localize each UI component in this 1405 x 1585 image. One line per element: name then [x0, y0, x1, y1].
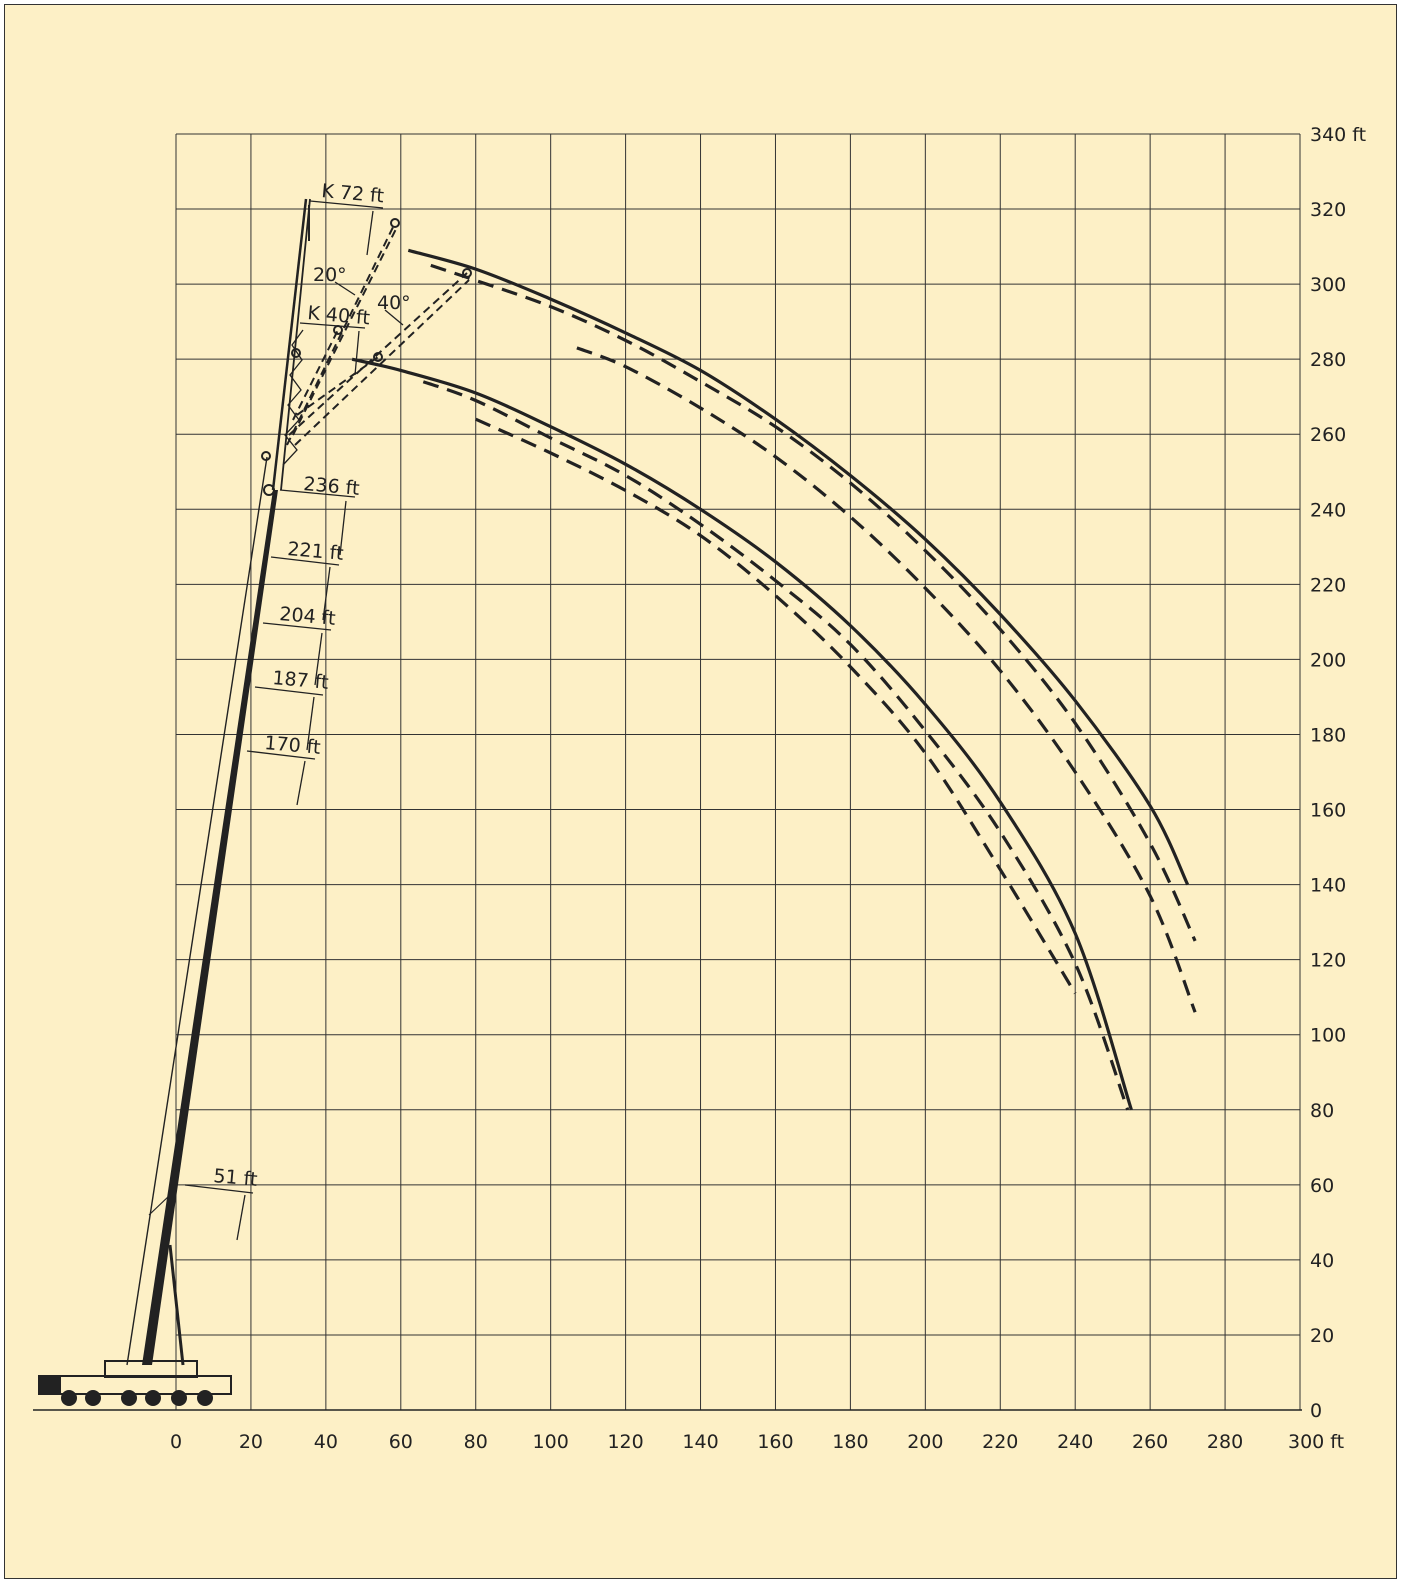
- annotation-236ft: 236 ft: [303, 473, 361, 500]
- annotation-170ft: 170 ft: [264, 732, 322, 759]
- annotation-51ft: 51 ft: [213, 1165, 259, 1191]
- dim-51: [184, 1184, 254, 1194]
- y-tick-label: 340 ft: [1310, 124, 1366, 146]
- annotation-labels: K 72 ft 20° 40° K 40 ft 236 ft 221 ft 20…: [213, 180, 411, 1191]
- x-tick-label: 240: [1057, 1431, 1093, 1453]
- x-tick-label: 20: [239, 1431, 263, 1453]
- jib-40-long-b: [294, 279, 470, 446]
- dim-20: [334, 281, 356, 296]
- jib-upright-left: [271, 198, 308, 491]
- wheel: [145, 1390, 161, 1406]
- jib-pin: [261, 451, 271, 461]
- arrow-236: [339, 500, 347, 556]
- tick-labels: 0 20 40 60 80 100 120 140 160 180 200 220 240 260 280 3…: [170, 124, 1366, 1453]
- dim-40: [384, 309, 404, 326]
- arrow-221: [322, 566, 331, 621]
- working-range-curves: [351, 248, 1197, 1111]
- range-curve-3-dashed: [576, 346, 1197, 1013]
- arrow-k40: [354, 330, 360, 376]
- x-tick-label: 0: [170, 1431, 182, 1453]
- dim-170: [246, 750, 316, 760]
- arrow-204: [314, 632, 323, 686]
- range-curve-2-dashed: [430, 263, 1197, 942]
- x-tick-label: 220: [982, 1431, 1018, 1453]
- jib-pin: [263, 484, 275, 496]
- wheel: [85, 1390, 101, 1406]
- crane-working-range-chart: 0 20 40 60 80 100 120 140 160 180 200 220 240 260 280 3…: [33, 124, 1366, 1453]
- wheel: [197, 1390, 213, 1406]
- carrier-cab: [39, 1377, 61, 1394]
- wheel: [121, 1390, 137, 1406]
- arrow-51: [236, 1194, 246, 1241]
- dim-236: [279, 489, 356, 498]
- y-tick-label: 320: [1310, 199, 1346, 221]
- x-tick-label: 40: [314, 1431, 338, 1453]
- dim-k40: [299, 322, 366, 329]
- annotation-20deg: 20°: [313, 264, 347, 286]
- y-tick-label: 40: [1310, 1250, 1334, 1272]
- y-tick-label: 120: [1310, 950, 1346, 972]
- jib-alternate-positions: [286, 222, 470, 446]
- dim-187: [254, 686, 324, 696]
- guy-line: [126, 456, 268, 1366]
- x-tick-label: 60: [389, 1431, 413, 1453]
- range-curve-5-dashed: [422, 380, 1130, 1111]
- dimension-lines: [184, 200, 404, 1241]
- y-tick-label: 240: [1310, 499, 1346, 521]
- y-tick-label: 280: [1310, 349, 1346, 371]
- x-tick-label: 100: [533, 1431, 569, 1453]
- y-tick-label: 260: [1310, 424, 1346, 446]
- annotation-k72: K 72 ft: [321, 180, 385, 207]
- y-tick-label: 60: [1310, 1175, 1334, 1197]
- arrow-187: [306, 696, 315, 751]
- arrow-170: [296, 760, 306, 806]
- y-tick-label: 140: [1310, 875, 1346, 897]
- annotation-k40: K 40 ft: [307, 302, 371, 329]
- x-tick-label: 260: [1132, 1431, 1168, 1453]
- y-tick-label: 160: [1310, 800, 1346, 822]
- x-tick-label: 160: [757, 1431, 793, 1453]
- annotation-187ft: 187 ft: [272, 667, 330, 694]
- y-tick-label: 100: [1310, 1025, 1346, 1047]
- jib-upright-right: [280, 198, 311, 491]
- x-tick-label: 180: [832, 1431, 868, 1453]
- x-tick-label: 300 ft: [1288, 1431, 1344, 1453]
- wheel: [171, 1390, 187, 1406]
- main-boom: [142, 490, 278, 1365]
- arrow-k72: [366, 210, 374, 256]
- x-tick-label: 80: [464, 1431, 488, 1453]
- y-tick-label: 200: [1310, 649, 1346, 671]
- wheel: [61, 1390, 77, 1406]
- y-tick-label: 300: [1310, 274, 1346, 296]
- y-tick-label: 220: [1310, 574, 1346, 596]
- luffing-cylinder: [168, 1244, 185, 1366]
- derrick-line: [148, 1194, 171, 1216]
- jib-20-long-b: [292, 226, 398, 436]
- range-curve-1-solid: [407, 248, 1190, 886]
- chart-frame: 0 20 40 60 80 100 120 140 160 180 200 220 240 260 280 3…: [4, 4, 1397, 1579]
- annotation-221ft: 221 ft: [287, 538, 345, 565]
- jib-40-short: [296, 356, 379, 416]
- dim-221: [270, 556, 340, 566]
- y-tick-label: 80: [1310, 1100, 1334, 1122]
- jib-tip: [390, 218, 400, 228]
- dim-k72: [309, 200, 384, 209]
- jib-lattice: [282, 329, 304, 466]
- annotation-40deg: 40°: [377, 292, 411, 314]
- annotation-204ft: 204 ft: [279, 603, 337, 630]
- range-curve-4-solid: [351, 357, 1133, 1111]
- x-tick-label: 200: [907, 1431, 943, 1453]
- x-tick-label: 140: [682, 1431, 718, 1453]
- x-tick-label: 120: [607, 1431, 643, 1453]
- dim-204: [262, 622, 332, 631]
- x-tick-label: 280: [1207, 1431, 1243, 1453]
- crane-illustration: [33, 198, 1302, 1411]
- jib-pin: [291, 348, 301, 358]
- y-tick-label: 0: [1310, 1400, 1322, 1422]
- jib-tip: [373, 352, 383, 362]
- y-tick-label: 180: [1310, 724, 1346, 746]
- jib-tip: [333, 325, 343, 335]
- y-tick-label: 20: [1310, 1325, 1334, 1347]
- jib-20-short: [292, 329, 339, 421]
